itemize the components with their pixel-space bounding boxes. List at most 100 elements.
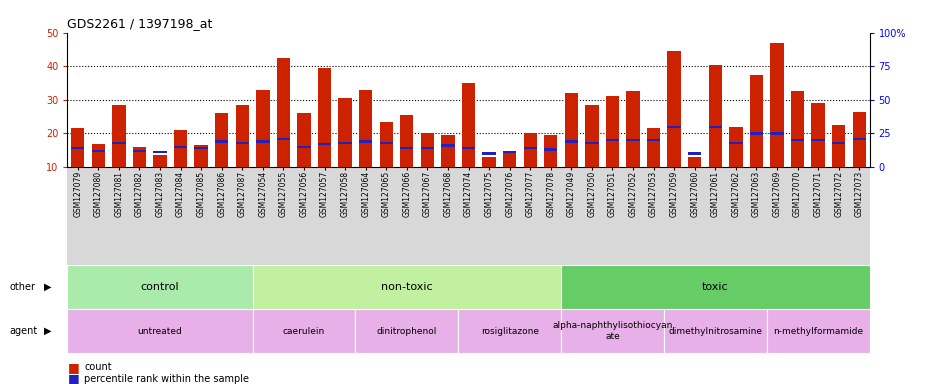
- Text: rosiglitazone: rosiglitazone: [480, 327, 538, 336]
- Bar: [564, 140, 578, 143]
- Bar: [564, 93, 578, 167]
- Bar: [646, 128, 660, 167]
- Bar: [503, 151, 516, 154]
- Bar: [235, 142, 249, 144]
- Bar: [71, 147, 84, 149]
- Bar: [154, 151, 167, 154]
- Bar: [687, 157, 701, 167]
- Bar: [214, 140, 228, 143]
- Bar: [646, 139, 660, 141]
- Text: control: control: [140, 282, 179, 292]
- Text: count: count: [84, 362, 111, 372]
- Bar: [317, 68, 330, 167]
- Bar: [482, 152, 495, 155]
- Bar: [400, 147, 413, 149]
- Bar: [482, 157, 495, 167]
- Text: non-toxic: non-toxic: [381, 282, 432, 292]
- Text: alpha-naphthylisothiocyan
ate: alpha-naphthylisothiocyan ate: [551, 321, 672, 341]
- Bar: [790, 91, 803, 167]
- Bar: [338, 142, 351, 144]
- Bar: [67, 265, 253, 309]
- Bar: [561, 309, 664, 353]
- Bar: [214, 113, 228, 167]
- Bar: [317, 143, 330, 146]
- Bar: [195, 145, 208, 167]
- Bar: [174, 146, 187, 148]
- Bar: [708, 65, 722, 167]
- Text: ▶: ▶: [44, 326, 51, 336]
- Bar: [358, 140, 372, 143]
- Text: dimethylnitrosamine: dimethylnitrosamine: [667, 327, 762, 336]
- Bar: [92, 150, 105, 152]
- Bar: [606, 139, 619, 141]
- Bar: [253, 265, 561, 309]
- Bar: [749, 74, 762, 167]
- Bar: [195, 147, 208, 149]
- Bar: [71, 128, 84, 167]
- Bar: [92, 144, 105, 167]
- Text: caerulein: caerulein: [283, 327, 325, 336]
- Bar: [67, 309, 253, 353]
- Bar: [666, 126, 680, 128]
- Bar: [379, 122, 392, 167]
- Bar: [585, 142, 598, 144]
- Bar: [400, 115, 413, 167]
- Bar: [461, 147, 475, 149]
- Bar: [441, 135, 454, 167]
- Bar: [276, 137, 290, 140]
- Bar: [276, 58, 290, 167]
- Bar: [769, 132, 782, 135]
- Bar: [749, 132, 762, 135]
- Bar: [461, 83, 475, 167]
- Bar: [420, 147, 433, 149]
- Text: ■: ■: [67, 372, 80, 384]
- Bar: [687, 152, 701, 155]
- Bar: [852, 137, 865, 140]
- Bar: [420, 134, 433, 167]
- Bar: [355, 309, 458, 353]
- Bar: [728, 142, 741, 144]
- Bar: [523, 134, 536, 167]
- Text: other: other: [9, 282, 36, 292]
- Bar: [112, 142, 125, 144]
- Bar: [766, 309, 869, 353]
- Bar: [112, 105, 125, 167]
- Bar: [664, 309, 766, 353]
- Bar: [606, 96, 619, 167]
- Bar: [441, 144, 454, 147]
- Text: agent: agent: [9, 326, 37, 336]
- Bar: [256, 90, 270, 167]
- Bar: [379, 142, 392, 144]
- Bar: [790, 139, 803, 141]
- Text: toxic: toxic: [701, 282, 728, 292]
- Bar: [235, 105, 249, 167]
- Bar: [811, 103, 824, 167]
- Bar: [544, 135, 557, 167]
- Text: ▶: ▶: [44, 282, 51, 292]
- Bar: [769, 43, 782, 167]
- Bar: [831, 125, 844, 167]
- Text: dinitrophenol: dinitrophenol: [376, 327, 436, 336]
- Bar: [458, 309, 561, 353]
- Bar: [852, 112, 865, 167]
- Bar: [338, 98, 351, 167]
- Bar: [666, 51, 680, 167]
- Text: untreated: untreated: [138, 327, 183, 336]
- Bar: [625, 139, 639, 141]
- Bar: [358, 90, 372, 167]
- Bar: [544, 148, 557, 151]
- Bar: [585, 105, 598, 167]
- Bar: [625, 91, 639, 167]
- Bar: [154, 155, 167, 167]
- Bar: [297, 113, 311, 167]
- Bar: [811, 139, 824, 141]
- Text: ■: ■: [67, 361, 80, 374]
- Bar: [174, 130, 187, 167]
- Bar: [297, 146, 311, 148]
- Bar: [253, 309, 355, 353]
- Bar: [523, 147, 536, 149]
- Bar: [133, 147, 146, 167]
- Text: n-methylformamide: n-methylformamide: [772, 327, 862, 336]
- Bar: [831, 142, 844, 144]
- Bar: [133, 150, 146, 152]
